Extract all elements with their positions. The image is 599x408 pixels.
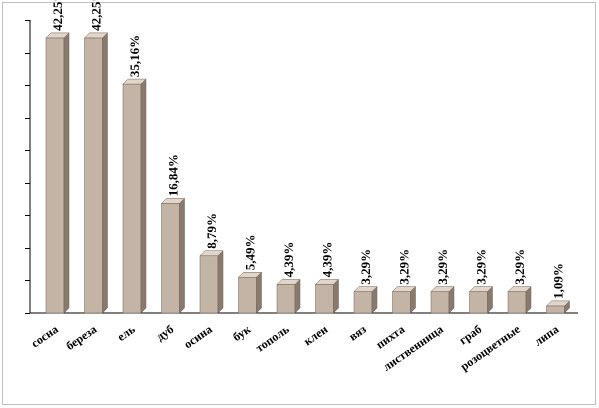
bar-front — [199, 255, 219, 314]
bar-top — [83, 32, 109, 39]
data-label: 8,79% — [204, 213, 219, 249]
data-label: 35,16% — [127, 35, 142, 77]
bar-front — [238, 277, 257, 314]
bar-front — [276, 284, 296, 314]
category-label: осина — [181, 322, 215, 351]
bar — [430, 285, 455, 314]
data-label: 3,29% — [397, 249, 412, 285]
bar-top — [391, 286, 417, 292]
chart-axes — [25, 20, 578, 314]
category-label: клен — [301, 322, 330, 348]
bar-front — [45, 37, 65, 314]
bar — [160, 197, 186, 314]
bar-front — [469, 291, 488, 314]
bar-front — [546, 305, 565, 314]
category-label: липа — [531, 322, 561, 349]
bar-top — [237, 272, 263, 278]
data-label: 4,39% — [281, 242, 296, 278]
bar-top — [507, 286, 532, 292]
bar-side — [294, 278, 301, 314]
bar — [45, 32, 70, 314]
data-labels: 42,25% 42,25% 35,16% 16,84% 8,79% 5,49% 4,39% 4… — [50, 0, 566, 299]
bar-front — [430, 291, 450, 314]
data-label: 4,39% — [320, 242, 335, 278]
bar-top — [45, 32, 70, 39]
category-label: ель — [115, 322, 139, 344]
bar — [353, 285, 378, 314]
bar — [83, 32, 109, 314]
bar-top — [430, 286, 455, 292]
data-label: 3,29% — [358, 249, 373, 285]
bar — [237, 271, 263, 314]
category-labels: сосна береза ель дуб осина бук тополь клен вяз пи… — [28, 322, 561, 374]
data-label: 3,29% — [512, 249, 527, 285]
category-label: вяз — [346, 322, 369, 344]
bar — [122, 78, 147, 314]
bar-top — [160, 198, 186, 204]
bar-front — [315, 284, 334, 314]
data-label: 5,49% — [243, 235, 258, 271]
bar-front — [507, 291, 527, 314]
bar-top — [468, 286, 494, 292]
bar-front — [353, 291, 373, 314]
bar-side — [63, 32, 70, 314]
bar — [276, 278, 301, 314]
bar-top — [314, 279, 340, 285]
bar-series — [45, 32, 571, 314]
bar-top — [545, 300, 571, 307]
bar-front — [161, 203, 180, 314]
category-label: береза — [63, 322, 99, 353]
data-label: 3,29% — [474, 249, 489, 285]
bar — [468, 285, 494, 314]
category-label: сосна — [28, 322, 60, 350]
bar-front — [84, 37, 103, 314]
category-label: дуб — [154, 322, 177, 344]
bar-top — [276, 279, 301, 285]
data-label: 16,84% — [166, 154, 181, 196]
bar-side — [256, 271, 262, 314]
bar-top — [122, 78, 147, 85]
bar — [314, 278, 340, 314]
bar-side — [333, 278, 339, 314]
data-label: 3,29% — [435, 249, 450, 285]
category-label: бук — [230, 322, 253, 344]
bar-top — [199, 250, 224, 257]
category-label: граб — [456, 322, 484, 347]
category-label: тополь — [253, 322, 292, 355]
bar — [199, 250, 224, 314]
bar — [507, 285, 532, 314]
data-label: 1,09% — [551, 263, 566, 299]
data-label: 42,25% — [50, 0, 65, 31]
bar — [545, 300, 571, 314]
bar-front — [392, 291, 411, 314]
bar-top — [353, 286, 378, 292]
bar-side — [217, 250, 224, 314]
bar — [391, 285, 417, 314]
bar-side — [102, 32, 108, 314]
bar-front — [122, 83, 142, 314]
bar-side — [179, 197, 185, 314]
bar-side — [140, 78, 147, 314]
data-label: 42,25% — [89, 0, 104, 31]
